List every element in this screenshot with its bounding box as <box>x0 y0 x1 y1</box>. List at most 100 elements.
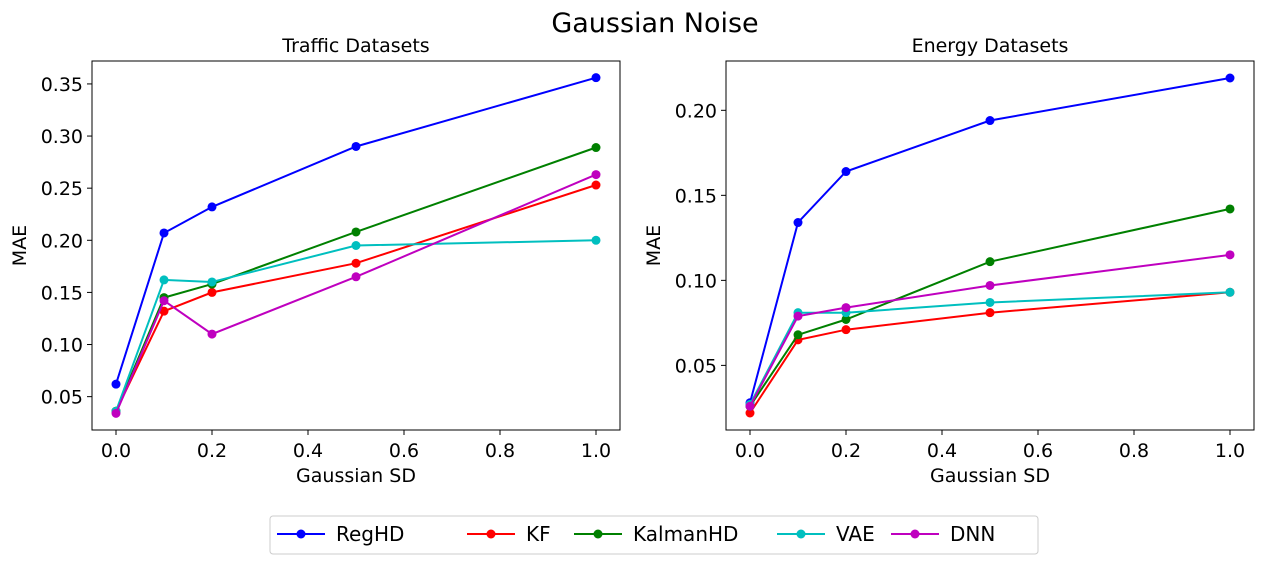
x-axis-label: Gaussian SD <box>296 465 416 487</box>
legend-label: RegHD <box>336 522 404 546</box>
data-point <box>1225 250 1235 260</box>
series-line <box>115 173 597 414</box>
y-tick-label: 0.25 <box>41 178 83 200</box>
x-tick-label: 0.6 <box>1023 440 1053 462</box>
data-point <box>745 408 755 418</box>
data-point <box>591 143 601 153</box>
data-point <box>985 297 995 307</box>
y-tick-label: 0.30 <box>41 126 83 148</box>
series-reghd <box>745 73 1235 408</box>
data-point <box>351 241 361 250</box>
x-tick-label: 0.2 <box>831 440 861 462</box>
data-point <box>985 280 995 290</box>
x-tick-label: 0.2 <box>197 440 227 462</box>
legend-marker <box>486 529 496 539</box>
legend-marker <box>296 529 306 539</box>
legend-entry-kf: KF <box>467 522 551 546</box>
legend-frame <box>269 515 1039 555</box>
x-tick-label: 0.0 <box>101 440 131 462</box>
data-point <box>591 73 601 83</box>
data-point <box>159 228 169 238</box>
x-tick-label: 0.4 <box>293 440 323 462</box>
legend-label: KalmanHD <box>633 522 738 546</box>
series-line <box>749 207 1231 407</box>
data-point <box>841 303 851 313</box>
legend: RegHD KF KalmanHD VAE DNN <box>269 515 1039 555</box>
legend-entry-kalmanhd: KalmanHD <box>574 522 738 546</box>
series-vae <box>745 287 1235 409</box>
data-point <box>351 141 361 151</box>
series-kalmanhd <box>745 204 1235 411</box>
subplot-title: Energy Datasets <box>912 35 1069 57</box>
x-tick-label: 0.4 <box>927 440 957 462</box>
data-point <box>591 180 601 190</box>
data-point <box>1225 287 1235 297</box>
data-point <box>207 287 217 297</box>
subplot-1: Traffic Datasets 0.0 0.2 0.4 0.6 0.8 1.0 0.05 0.… <box>9 35 621 487</box>
data-point <box>351 258 361 268</box>
x-axis-label: Gaussian SD <box>930 465 1050 487</box>
y-tick-label: 0.10 <box>41 335 83 357</box>
legend-label: DNN <box>950 522 995 546</box>
data-point <box>351 227 361 237</box>
data-point <box>591 235 601 245</box>
x-tick-label: 0.0 <box>735 440 765 462</box>
data-point <box>841 314 851 324</box>
legend-marker <box>593 529 603 539</box>
legend-marker <box>910 529 920 539</box>
x-tick-label: 0.8 <box>1119 440 1149 462</box>
data-point <box>111 379 121 389</box>
x-tick-label: 0.8 <box>485 440 515 462</box>
series-line <box>749 77 1231 404</box>
subplot-2: Energy Datasets 0.0 0.2 0.4 0.6 0.8 1.0 0.05 0.1… <box>643 35 1255 487</box>
data-point <box>793 218 803 228</box>
y-axis-label: MAE <box>643 225 665 266</box>
series-line <box>749 253 1231 407</box>
data-point <box>207 202 217 212</box>
x-tick-label: 0.6 <box>389 440 419 462</box>
data-point <box>841 325 851 335</box>
legend-entry-reghd: RegHD <box>277 522 404 546</box>
series-dnn <box>745 250 1235 411</box>
y-tick-label: 0.15 <box>41 282 83 304</box>
data-point <box>159 296 169 306</box>
data-point <box>985 116 995 126</box>
y-tick-label: 0.05 <box>675 355 717 377</box>
series-reghd <box>111 73 601 389</box>
series-kf <box>745 287 1235 418</box>
data-point <box>841 167 851 177</box>
x-tick-label: 1.0 <box>1215 440 1245 462</box>
data-point <box>159 306 169 316</box>
data-point <box>1225 204 1235 214</box>
data-point <box>351 272 361 282</box>
data-point <box>111 408 121 418</box>
legend-label: KF <box>526 522 551 546</box>
data-point <box>793 330 803 340</box>
legend-label: VAE <box>836 522 875 546</box>
y-tick-label: 0.20 <box>41 230 83 252</box>
data-point <box>985 257 995 267</box>
data-point <box>159 275 169 285</box>
y-tick-label: 0.05 <box>41 387 83 409</box>
data-point <box>985 308 995 318</box>
legend-entry-vae: VAE <box>777 522 875 546</box>
axes-frame <box>91 60 621 431</box>
data-point <box>1225 73 1235 83</box>
legend-marker <box>796 529 806 539</box>
data-point <box>745 401 755 411</box>
x-tick-label: 1.0 <box>581 440 611 462</box>
y-tick-label: 0.15 <box>675 185 717 207</box>
data-point <box>591 170 601 180</box>
series-dnn <box>111 170 601 418</box>
y-tick-label: 0.10 <box>675 270 717 292</box>
axes-frame <box>725 60 1255 431</box>
legend-entry-dnn: DNN <box>891 522 995 546</box>
y-tick-label: 0.35 <box>41 74 83 96</box>
data-point <box>207 329 217 339</box>
y-axis-label: MAE <box>9 225 31 266</box>
subplot-title: Traffic Datasets <box>281 35 429 57</box>
data-point <box>207 277 217 287</box>
subplots: Traffic Datasets 0.0 0.2 0.4 0.6 0.8 1.0 0.05 0.… <box>9 35 1255 487</box>
series-kf <box>111 180 601 416</box>
